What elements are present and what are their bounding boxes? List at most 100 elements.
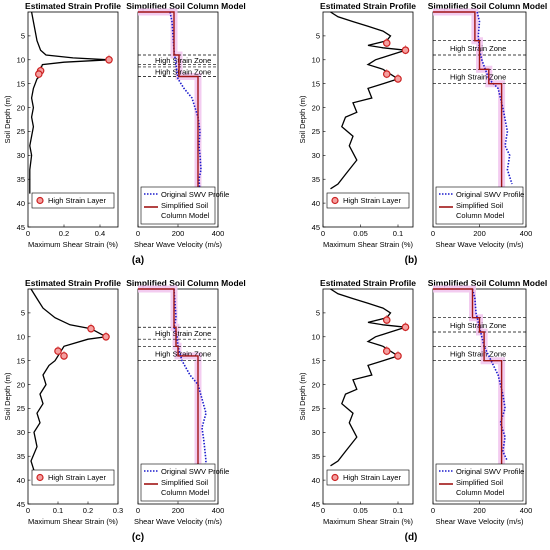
strain-legend-label: High Strain Layer xyxy=(48,196,106,205)
legend-simplified-label: Column Model xyxy=(161,488,210,497)
x-tick-label: 0 xyxy=(26,506,30,515)
strain-axes-box xyxy=(27,11,119,228)
strain-plot-title: Estimated Strain Profile xyxy=(25,1,121,11)
strain-legend-box xyxy=(326,192,410,209)
y-tick-label: 30 xyxy=(312,151,320,160)
strain-legend-box xyxy=(326,469,410,486)
panel-label: (d) xyxy=(405,532,418,543)
y-tick-label: 15 xyxy=(312,356,320,365)
swv-legend-box xyxy=(435,186,524,225)
y-tick-label: 5 xyxy=(316,309,320,318)
swv-legend-box xyxy=(140,463,216,502)
x-tick-label: 0 xyxy=(136,229,140,238)
strain-legend-label: High Strain Layer xyxy=(48,473,106,482)
high-strain-marker xyxy=(54,347,62,355)
swv-plot-title: Simplified Soil Column Model xyxy=(126,278,245,288)
y-tick-label: 25 xyxy=(312,127,320,136)
strain-plot-title: Estimated Strain Profile xyxy=(320,1,416,11)
simplified-model-line xyxy=(138,11,199,194)
legend-marker-swatch xyxy=(36,473,44,482)
x-tick-label: 0.1 xyxy=(393,229,403,238)
swv-plot-title: Simplified Soil Column Model xyxy=(126,1,245,11)
x-tick-label: 200 xyxy=(473,229,486,238)
strain-plot-title: Estimated Strain Profile xyxy=(320,278,416,288)
original-swv-line xyxy=(173,288,207,471)
strain-legend-box xyxy=(31,469,115,486)
strain-x-axis-label: Maximum Shear Strain (%) xyxy=(323,240,414,249)
legend-original-label: Original SWV Profile xyxy=(161,190,229,199)
y-tick-label: 40 xyxy=(312,476,320,485)
high-strain-zone-label: High Strain Zone xyxy=(450,73,506,82)
y-tick-label: 10 xyxy=(17,56,25,65)
x-tick-label: 0 xyxy=(26,229,30,238)
legend-original-label: Original SWV Profile xyxy=(456,190,524,199)
legend-simplified-label: Column Model xyxy=(161,211,210,220)
high-strain-marker xyxy=(394,75,402,83)
y-tick-label: 20 xyxy=(312,380,320,389)
y-tick-label: 30 xyxy=(17,428,25,437)
y-tick-label: 30 xyxy=(17,151,25,160)
high-strain-zone-label: High Strain Zone xyxy=(450,44,506,53)
chart-panel: Estimated Strain Profile Soil Depth (m) Ma… xyxy=(298,1,547,266)
x-tick-label: 0.05 xyxy=(353,506,368,515)
chart-panel: Estimated Strain Profile Soil Depth (m) Ma… xyxy=(3,278,246,543)
x-tick-label: 0 xyxy=(431,506,435,515)
chart-panel: Estimated Strain Profile Soil Depth (m) Ma… xyxy=(298,278,547,543)
strain-axes-box xyxy=(322,288,414,505)
y-tick-label: 20 xyxy=(312,103,320,112)
y-tick-label: 20 xyxy=(17,103,25,112)
y-tick-label: 25 xyxy=(17,127,25,136)
legend-simplified-label: Simplified Soil xyxy=(456,478,503,487)
x-tick-label: 0.3 xyxy=(113,506,123,515)
x-tick-label: 0.2 xyxy=(83,506,93,515)
swv-legend-box xyxy=(140,186,216,225)
swv-x-axis-label: Shear Wave Velocity (m/s) xyxy=(435,517,524,526)
x-tick-label: 0.4 xyxy=(95,229,105,238)
high-strain-zone-label: High Strain Zone xyxy=(450,321,506,330)
high-strain-zone-label: High Strain Zone xyxy=(155,329,211,338)
legend-marker-swatch xyxy=(36,196,44,205)
strain-x-axis-label: Maximum Shear Strain (%) xyxy=(323,517,414,526)
x-tick-label: 0.1 xyxy=(53,506,63,515)
y-tick-label: 45 xyxy=(312,223,320,232)
high-strain-marker xyxy=(382,347,391,355)
y-tick-label: 35 xyxy=(312,452,320,461)
y-axis-label: Soil Depth (m) xyxy=(3,372,12,420)
x-tick-label: 400 xyxy=(520,229,533,238)
swv-x-axis-label: Shear Wave Velocity (m/s) xyxy=(435,240,524,249)
swv-plot-title: Simplified Soil Column Model xyxy=(428,278,547,288)
y-axis-label: Soil Depth (m) xyxy=(3,95,12,143)
legend-simplified-label: Simplified Soil xyxy=(456,201,503,210)
y-tick-label: 45 xyxy=(312,500,320,509)
high-strain-zone-label: High Strain Zone xyxy=(155,350,211,359)
x-tick-label: 0 xyxy=(321,229,325,238)
high-strain-marker xyxy=(34,70,43,78)
x-tick-label: 200 xyxy=(172,229,185,238)
y-tick-label: 10 xyxy=(312,56,320,65)
original-swv-line xyxy=(169,11,202,194)
x-tick-label: 0.2 xyxy=(59,229,69,238)
y-tick-label: 35 xyxy=(17,175,25,184)
legend-simplified-label: Column Model xyxy=(456,488,505,497)
swv-x-axis-label: Shear Wave Velocity (m/s) xyxy=(134,240,223,249)
high-strain-marker xyxy=(105,55,113,64)
simplified-model-line xyxy=(433,288,503,466)
x-tick-label: 0 xyxy=(136,506,140,515)
legend-original-label: Original SWV Profile xyxy=(161,467,229,476)
x-tick-label: 400 xyxy=(520,506,533,515)
high-strain-zone-label: High Strain Zone xyxy=(155,68,211,77)
y-tick-label: 15 xyxy=(17,79,25,88)
legend-simplified-label: Column Model xyxy=(456,211,505,220)
y-tick-label: 45 xyxy=(17,223,25,232)
y-tick-label: 40 xyxy=(17,476,25,485)
y-tick-label: 35 xyxy=(312,175,320,184)
strain-profile-line xyxy=(30,288,109,471)
x-tick-label: 0.1 xyxy=(393,506,403,515)
strain-axes-box xyxy=(322,11,414,228)
strain-legend-label: High Strain Layer xyxy=(343,196,401,205)
high-strain-marker xyxy=(382,70,391,78)
x-tick-label: 200 xyxy=(473,506,486,515)
x-tick-label: 0 xyxy=(321,506,325,515)
panel-label: (b) xyxy=(405,255,418,266)
y-tick-label: 20 xyxy=(17,380,25,389)
